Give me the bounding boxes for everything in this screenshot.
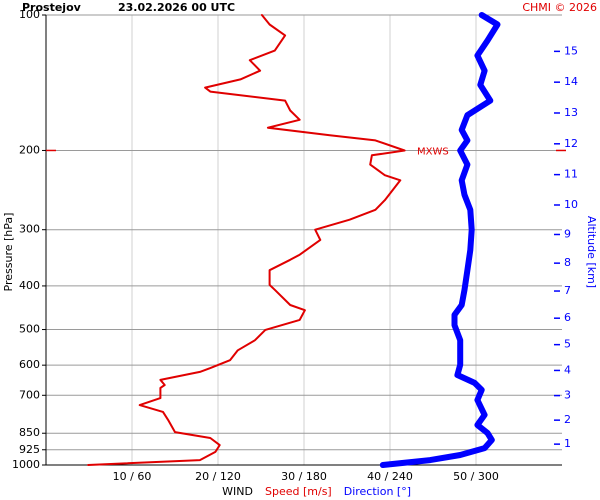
y2-tick-label: 6 <box>564 311 571 324</box>
y2-tick-label: 15 <box>564 44 578 57</box>
profile-line <box>87 14 406 466</box>
y-tick-label: 500 <box>19 323 40 336</box>
y-tick-label: 850 <box>19 426 40 439</box>
y2-tick-label: 8 <box>564 256 571 269</box>
y2-tick-label: 2 <box>564 413 571 426</box>
x-tick-label: 20 / 120 <box>195 470 241 483</box>
x-tick-label: 30 / 180 <box>281 470 327 483</box>
x-tick-label: 10 / 60 <box>113 470 152 483</box>
y2-tick-label: 12 <box>564 137 578 150</box>
y2-tick-label: 10 <box>564 198 578 211</box>
y2-tick-label: 14 <box>564 75 578 88</box>
x-tick-label: 40 / 240 <box>367 470 413 483</box>
x-tick-label: 50 / 300 <box>453 470 499 483</box>
y-tick-label: 400 <box>19 279 40 292</box>
chart-title: Prostejov <box>22 1 82 14</box>
y-tick-label: 300 <box>19 223 40 236</box>
y-tick-label: 600 <box>19 358 40 371</box>
y-tick-label: 700 <box>19 388 40 401</box>
y2-tick-label: 9 <box>564 227 571 240</box>
y2-tick-label: 13 <box>564 106 578 119</box>
y-tick-label: 200 <box>19 143 40 156</box>
chart-subtitle: 23.02.2026 00 UTC <box>118 1 235 14</box>
credit: CHMI © 2026 <box>522 1 597 14</box>
annotation-label: MXWS <box>417 146 449 157</box>
y-tick-label: 925 <box>19 443 40 456</box>
y-tick-label: 1000 <box>12 458 40 471</box>
y2-tick-label: 5 <box>564 338 571 351</box>
y2-tick-label: 4 <box>564 363 571 376</box>
legend-label: Speed [m/s] <box>265 485 332 498</box>
y-axis-label: Pressure [hPa] <box>2 213 15 292</box>
y-tick-label: 100 <box>19 8 40 21</box>
y2-tick-label: 1 <box>564 437 571 450</box>
y2-tick-label: 11 <box>564 168 578 181</box>
legend-label: Direction [°] <box>344 485 411 498</box>
profile-line <box>379 12 501 468</box>
y2-tick-label: 3 <box>564 389 571 402</box>
legend-title: WIND <box>222 485 253 498</box>
y2-tick-label: 7 <box>564 284 571 297</box>
y2-axis-label: Altitude [km] <box>585 216 598 288</box>
